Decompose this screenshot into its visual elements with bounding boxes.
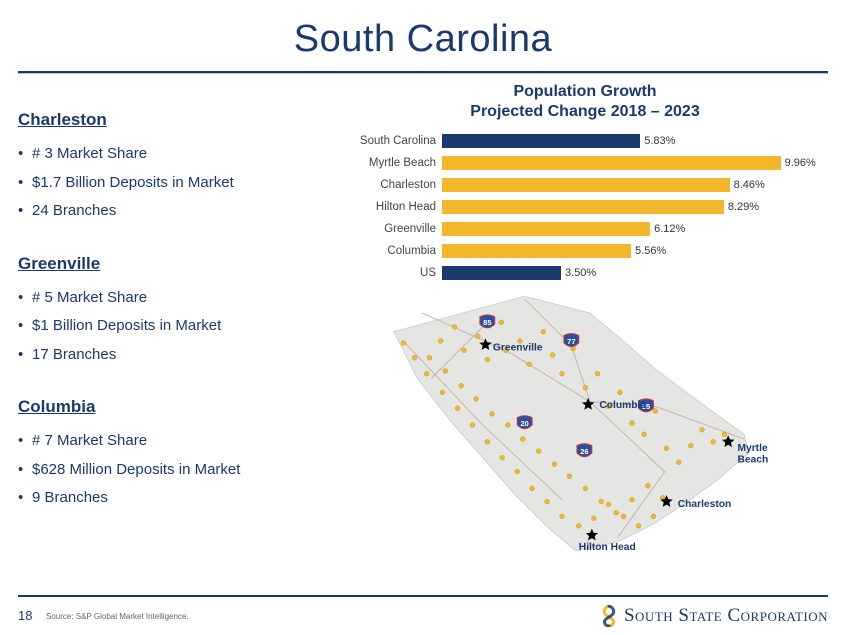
market-bullet: # 7 Market Share bbox=[18, 427, 328, 456]
chart-bar bbox=[442, 266, 561, 280]
chart-bar bbox=[442, 200, 724, 214]
chart-bar-track: 8.46% bbox=[442, 178, 830, 192]
city-label: Greenville bbox=[493, 342, 543, 353]
chart-value-label: 5.56% bbox=[635, 245, 666, 257]
chart-category-label: Hilton Head bbox=[340, 201, 442, 213]
source-note: Source: S&P Global Market Intelligence. bbox=[46, 612, 189, 621]
svg-text:20: 20 bbox=[521, 419, 529, 428]
market-heading: Charleston bbox=[18, 110, 328, 130]
chart-row: Charleston 8.46% bbox=[340, 174, 830, 195]
market-block: Columbia # 7 Market Share$628 Million Dep… bbox=[18, 397, 328, 513]
chart-bar bbox=[442, 156, 781, 170]
chart-value-label: 5.83% bbox=[644, 135, 675, 147]
chart-bar-track: 5.56% bbox=[442, 244, 830, 258]
markets-column: Charleston # 3 Market Share$1.7 Billion D… bbox=[18, 110, 328, 541]
content-area: Charleston # 3 Market Share$1.7 Billion D… bbox=[0, 80, 846, 595]
chart-value-label: 6.12% bbox=[654, 223, 685, 235]
chart-row: Hilton Head 8.29% bbox=[340, 196, 830, 217]
chart-category-label: Columbia bbox=[340, 245, 442, 257]
chart-category-label: Greenville bbox=[340, 223, 442, 235]
chart-value-label: 9.96% bbox=[785, 157, 816, 169]
market-bullet: 24 Branches bbox=[18, 197, 328, 226]
svg-text:85: 85 bbox=[483, 318, 491, 327]
chart-bar-track: 6.12% bbox=[442, 222, 830, 236]
top-rule bbox=[18, 71, 828, 74]
chart-category-label: Myrtle Beach bbox=[340, 157, 442, 169]
interstate-shield: 20 bbox=[517, 416, 532, 429]
market-heading: Greenville bbox=[18, 254, 328, 274]
chart-value-label: 8.46% bbox=[734, 179, 765, 191]
market-bullet: # 5 Market Share bbox=[18, 284, 328, 313]
interstate-shield: 77 bbox=[564, 334, 579, 347]
brand-logo: South State Corporation bbox=[600, 605, 828, 627]
market-bullet: 17 Branches bbox=[18, 341, 328, 370]
slide-title: South Carolina bbox=[0, 0, 846, 71]
market-block: Greenville # 5 Market Share$1 Billion Dep… bbox=[18, 254, 328, 370]
city-label: Charleston bbox=[678, 499, 732, 510]
chart-title-line2: Projected Change 2018 – 2023 bbox=[470, 103, 699, 120]
chart-bar-track: 5.83% bbox=[442, 134, 830, 148]
page-number: 18 bbox=[18, 608, 32, 623]
bottom-rule bbox=[18, 595, 828, 597]
chart-category-label: Charleston bbox=[340, 179, 442, 191]
chart-row: Greenville 6.12% bbox=[340, 218, 830, 239]
chart-bar bbox=[442, 178, 730, 192]
chart-row: Columbia 5.56% bbox=[340, 240, 830, 261]
chart-bar-track: 8.29% bbox=[442, 200, 830, 214]
population-growth-chart: Population Growth Projected Change 2018 … bbox=[340, 82, 830, 284]
interstate-shield: 26 bbox=[577, 444, 592, 457]
sc-map: 8577952026GreenvilleColumbiaMyrtleBeachC… bbox=[360, 285, 820, 565]
chart-bar bbox=[442, 222, 650, 236]
chart-value-label: 3.50% bbox=[565, 267, 596, 279]
market-block: Charleston # 3 Market Share$1.7 Billion D… bbox=[18, 110, 328, 226]
svg-text:26: 26 bbox=[580, 447, 588, 456]
market-bullet: $628 Million Deposits in Market bbox=[18, 456, 328, 485]
chart-title: Population Growth Projected Change 2018 … bbox=[340, 82, 830, 122]
chart-row: South Carolina 5.83% bbox=[340, 130, 830, 151]
city-label: Beach bbox=[737, 454, 768, 465]
interstate-shield: 85 bbox=[480, 315, 495, 328]
chart-bar-track: 9.96% bbox=[442, 156, 830, 170]
chart-category-label: South Carolina bbox=[340, 135, 442, 147]
chart-value-label: 8.29% bbox=[728, 201, 759, 213]
market-bullet: # 3 Market Share bbox=[18, 140, 328, 169]
market-bullet: $1 Billion Deposits in Market bbox=[18, 312, 328, 341]
chart-bar bbox=[442, 134, 640, 148]
chart-row: Myrtle Beach 9.96% bbox=[340, 152, 830, 173]
market-heading: Columbia bbox=[18, 397, 328, 417]
brand-text: South State Corporation bbox=[624, 605, 828, 627]
market-bullets: # 3 Market Share$1.7 Billion Deposits in… bbox=[18, 140, 328, 226]
city-label: Columbia bbox=[599, 400, 646, 411]
chart-title-line1: Population Growth bbox=[513, 83, 656, 100]
market-bullet: 9 Branches bbox=[18, 484, 328, 513]
svg-text:77: 77 bbox=[567, 337, 575, 346]
chart-row: US 3.50% bbox=[340, 262, 830, 283]
city-label: Hilton Head bbox=[579, 542, 636, 553]
city-label: Myrtle bbox=[737, 443, 767, 454]
market-bullets: # 7 Market Share$628 Million Deposits in… bbox=[18, 427, 328, 513]
market-bullets: # 5 Market Share$1 Billion Deposits in M… bbox=[18, 284, 328, 370]
chart-category-label: US bbox=[340, 267, 442, 279]
chart-bar-track: 3.50% bbox=[442, 266, 830, 280]
market-bullet: $1.7 Billion Deposits in Market bbox=[18, 169, 328, 198]
brand-mark-icon bbox=[600, 605, 618, 627]
chart-bar bbox=[442, 244, 631, 258]
